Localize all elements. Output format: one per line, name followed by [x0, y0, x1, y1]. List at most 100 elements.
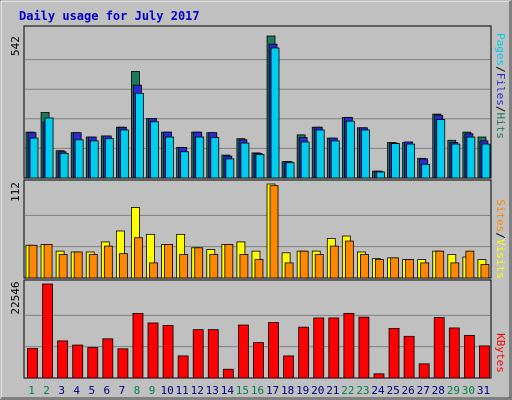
- pages-bar-day-31: [481, 143, 491, 179]
- sites-bar-day-6: [103, 245, 113, 279]
- legend-separator: /: [494, 232, 507, 239]
- kbytes-bar-day-22: [343, 312, 355, 379]
- legend-panel-2: Sites/Visits: [494, 199, 507, 279]
- kbytes-bar-day-12: [192, 329, 204, 379]
- legend-separator: /: [494, 66, 507, 73]
- sites-bar-day-27: [420, 262, 430, 279]
- day-label-24: 24: [371, 384, 385, 397]
- pages-bar-day-14: [225, 158, 235, 179]
- pages-bar-day-17: [270, 47, 280, 179]
- svg-text:Sites/Visits: Sites/Visits: [494, 199, 507, 279]
- kbytes-bar-day-23: [358, 316, 370, 379]
- legend-files: Files: [494, 73, 507, 106]
- sites-bar-day-13: [209, 254, 219, 279]
- day-label-21: 21: [326, 384, 339, 397]
- day-label-10: 10: [160, 384, 173, 397]
- sites-bar-day-11: [179, 254, 189, 279]
- kbytes-bar-day-31: [479, 345, 490, 379]
- sites-bar-day-8: [134, 237, 143, 279]
- legend-kbytes: KBytes: [494, 333, 507, 373]
- day-label-19: 19: [296, 384, 309, 397]
- legend-panel-3: KBytes: [494, 333, 507, 373]
- legend-hits: Hits: [494, 113, 507, 140]
- legend-panel-1: Pages/Files/Hits: [494, 33, 507, 139]
- sites-bar-day-26: [405, 259, 415, 279]
- kbytes-bar-day-1: [27, 347, 38, 379]
- kbytes-bar-day-2: [42, 283, 53, 379]
- kbytes-max-label: 22546: [9, 281, 22, 314]
- day-label-22: 22: [341, 384, 354, 397]
- day-label-30: 30: [462, 384, 475, 397]
- kbytes-bar-day-16: [253, 342, 264, 379]
- sites-bar-day-12: [194, 247, 204, 279]
- kbytes-bar-day-6: [102, 338, 114, 379]
- kbytes-bar-day-10: [162, 325, 174, 379]
- kbytes-bar-day-30: [463, 335, 475, 379]
- kbytes-bar-day-25: [388, 327, 400, 379]
- day-label-3: 3: [58, 384, 65, 397]
- day-label-6: 6: [104, 384, 111, 397]
- sites-bar-day-1: [28, 244, 38, 279]
- kbytes-bar-day-9: [147, 322, 159, 379]
- kbytes-bar-day-24: [373, 373, 385, 379]
- day-label-20: 20: [311, 384, 324, 397]
- pages-bar-day-15: [240, 142, 250, 179]
- day-label-26: 26: [402, 384, 415, 397]
- kbytes-bar-day-28: [433, 317, 445, 379]
- pages-bar-day-5: [89, 140, 99, 179]
- sites-bar-day-29: [450, 262, 460, 279]
- day-label-9: 9: [149, 384, 156, 397]
- day-label-14: 14: [221, 384, 235, 397]
- pages-bar-day-3: [59, 153, 69, 179]
- day-label-5: 5: [88, 384, 95, 397]
- day-label-23: 23: [356, 384, 369, 397]
- sites-bar-day-20: [314, 254, 324, 279]
- pages-bar-day-16: [255, 154, 265, 179]
- pages-bar-day-27: [421, 163, 431, 179]
- pages-bar-day-8: [135, 92, 144, 179]
- sites-bar-day-18: [284, 262, 294, 279]
- kbytes-bar-day-29: [448, 327, 460, 379]
- sites-bar-day-9: [149, 262, 158, 279]
- sites-bar-day-16: [254, 259, 264, 279]
- pages-bar-day-21: [330, 140, 340, 179]
- pages-bar-day-25: [391, 143, 400, 179]
- day-label-28: 28: [432, 384, 445, 397]
- sites-bar-day-28: [435, 250, 445, 279]
- sites-bar-day-23: [360, 254, 369, 279]
- sites-bar-day-31: [480, 264, 490, 279]
- kbytes-bar-day-4: [72, 344, 84, 379]
- sites-bar-day-25: [390, 257, 399, 279]
- day-label-12: 12: [191, 384, 204, 397]
- sites-bar-day-10: [164, 244, 173, 279]
- pages-bar-day-1: [29, 137, 39, 179]
- pages-bar-day-6: [104, 138, 114, 179]
- day-label-17: 17: [266, 384, 279, 397]
- pages-bar-day-10: [165, 136, 174, 179]
- sites-bar-day-24: [375, 259, 384, 279]
- kbytes-bar-day-3: [57, 340, 69, 379]
- legend-sites: Sites: [494, 199, 507, 232]
- sites-bar-day-7: [118, 253, 128, 279]
- sites-bar-day-3: [58, 254, 68, 279]
- sites-bar-day-19: [299, 250, 309, 279]
- pages-bar-day-26: [406, 143, 416, 179]
- pages-bar-day-11: [180, 151, 190, 179]
- day-label-4: 4: [73, 384, 80, 397]
- pages-bar-day-19: [300, 141, 310, 179]
- kbytes-bar-day-8: [132, 312, 144, 379]
- pages-bar-day-24: [376, 171, 385, 179]
- pages-bar-day-12: [195, 136, 205, 179]
- sites-bar-day-4: [73, 251, 83, 279]
- kbytes-bar-day-20: [313, 317, 325, 379]
- kbytes-bar-day-19: [298, 326, 310, 379]
- sites-bar-day-17: [269, 185, 279, 279]
- day-label-27: 27: [417, 384, 430, 397]
- pages-bar-day-2: [44, 117, 54, 179]
- day-label-1: 1: [28, 384, 35, 397]
- pages-bar-day-13: [210, 137, 220, 179]
- legend-separator: /: [494, 106, 507, 113]
- day-label-16: 16: [251, 384, 264, 397]
- pages-bar-day-28: [436, 119, 446, 179]
